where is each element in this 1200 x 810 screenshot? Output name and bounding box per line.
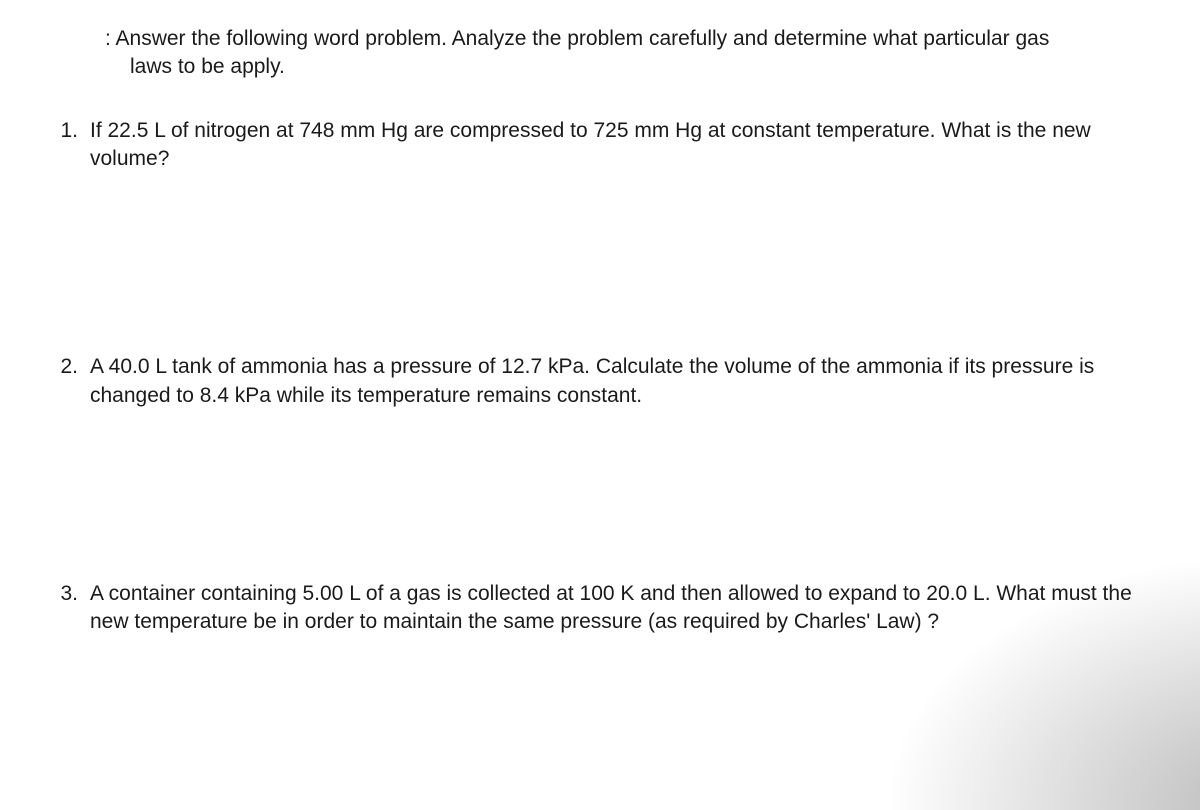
question-1: 1. If 22.5 L of nitrogen at 748 mm Hg ar… <box>50 117 1160 174</box>
question-3: 3. A container containing 5.00 L of a ga… <box>50 580 1160 637</box>
question-1-text: If 22.5 L of nitrogen at 748 mm Hg are c… <box>90 117 1160 174</box>
instructions-line-1: : Answer the following word problem. Ana… <box>105 25 1160 53</box>
worksheet-instructions: : Answer the following word problem. Ana… <box>105 25 1160 82</box>
question-2-text: A 40.0 L tank of ammonia has a pressure … <box>90 353 1160 410</box>
question-2-number: 2. <box>50 353 90 410</box>
question-2: 2. A 40.0 L tank of ammonia has a pressu… <box>50 353 1160 410</box>
question-1-number: 1. <box>50 117 90 174</box>
question-3-text: A container containing 5.00 L of a gas i… <box>90 580 1160 637</box>
instructions-line-2: laws to be apply. <box>130 53 1160 81</box>
question-3-number: 3. <box>50 580 90 637</box>
